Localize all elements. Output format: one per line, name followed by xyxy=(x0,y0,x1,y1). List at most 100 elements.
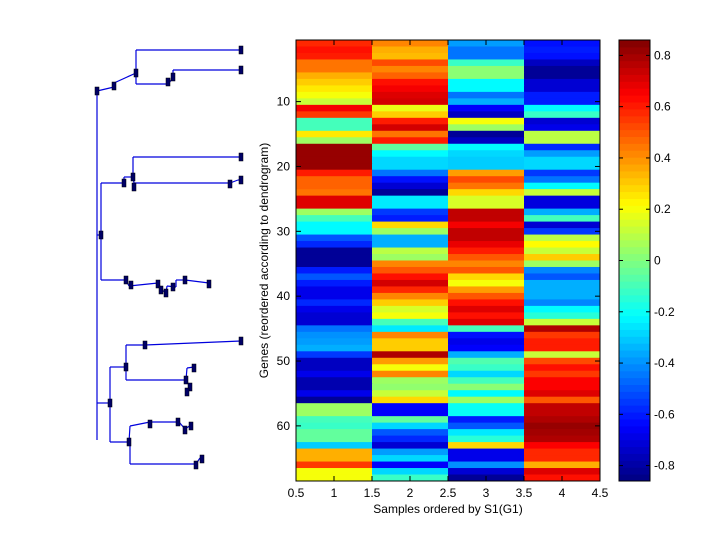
heatmap-cell xyxy=(372,461,449,469)
heatmap-cell xyxy=(448,279,525,287)
dendrogram-node xyxy=(123,362,129,372)
heatmap-cell xyxy=(524,396,601,404)
heatmap-cell xyxy=(524,279,601,287)
heatmap-cell xyxy=(296,65,373,73)
colorbar-swatch xyxy=(619,177,650,186)
heatmap-cell xyxy=(372,357,449,365)
heatmap-cell xyxy=(524,221,601,229)
colorbar-swatch xyxy=(619,205,650,213)
heatmap-cell xyxy=(372,299,449,307)
heatmap-cell xyxy=(524,273,601,281)
heatmap-cell xyxy=(372,241,449,249)
colorbar-swatch xyxy=(619,212,650,220)
colorbar-tick-label: 0.4 xyxy=(654,151,671,165)
heatmap-cell xyxy=(448,150,525,158)
heatmap-cell xyxy=(372,292,449,300)
heatmap-cell xyxy=(372,422,449,430)
x-tick-label: 4 xyxy=(559,486,566,500)
heatmap-cell xyxy=(296,163,373,171)
heatmap-cell xyxy=(372,273,449,281)
heatmap-cell xyxy=(524,338,601,346)
heatmap-cell xyxy=(372,52,449,60)
heatmap-cell xyxy=(296,305,373,313)
heatmap-cell xyxy=(448,273,525,281)
heatmap-cell xyxy=(296,156,373,164)
dendrogram-node xyxy=(170,282,176,292)
heatmap-cell xyxy=(372,195,449,203)
heatmap-cell xyxy=(296,117,373,125)
heatmap-cell xyxy=(372,163,449,171)
heatmap-cell xyxy=(524,59,601,67)
heatmap-cell xyxy=(372,260,449,268)
colorbar-swatch xyxy=(619,356,650,365)
heatmap-cell xyxy=(448,85,525,93)
heatmap-cell xyxy=(372,143,449,151)
heatmap-cell xyxy=(524,422,601,430)
heatmap-cell xyxy=(448,416,525,424)
heatmap-cell xyxy=(448,292,525,300)
dendrogram-node xyxy=(121,178,127,188)
x-tick-label: 2.5 xyxy=(440,486,457,500)
colorbar-swatch xyxy=(619,329,650,337)
colorbar-swatch xyxy=(619,115,650,124)
colorbar-swatch xyxy=(619,198,650,206)
heatmap-cell xyxy=(448,202,525,210)
heatmap-cell xyxy=(524,202,601,210)
dendrogram-node xyxy=(165,77,171,87)
heatmap-cell xyxy=(448,435,525,443)
heatmap-cell xyxy=(296,331,373,339)
heatmap-cell xyxy=(296,338,373,346)
heatmap-cell xyxy=(296,364,373,372)
heatmap-cell xyxy=(448,338,525,346)
colorbar-swatch xyxy=(619,384,650,392)
heatmap-cell xyxy=(372,377,449,385)
colorbar-swatch xyxy=(619,239,650,248)
heatmap-cell xyxy=(372,266,449,274)
heatmap-cell xyxy=(448,247,525,255)
heatmap-cell xyxy=(448,189,525,197)
heatmap-cell xyxy=(296,461,373,469)
heatmap-cell xyxy=(524,442,601,450)
colorbar-swatch xyxy=(619,226,650,234)
heatmap-cell xyxy=(448,357,525,365)
heatmap-cell xyxy=(524,390,601,398)
heatmap-cell xyxy=(296,312,373,320)
y-axis-label: Genes (reordered according to dendrogram… xyxy=(257,143,271,378)
colorbar-swatch xyxy=(619,322,650,330)
dendrogram-node xyxy=(183,375,189,385)
heatmap-cell xyxy=(372,78,449,86)
heatmap-cell xyxy=(448,370,525,378)
heatmap-cell xyxy=(448,266,525,274)
colorbar-swatch xyxy=(619,253,650,261)
heatmap-cell xyxy=(296,286,373,294)
colorbar-tick-label: -0.6 xyxy=(654,407,675,421)
heatmap-cell xyxy=(296,344,373,352)
dendrogram-node xyxy=(238,336,244,346)
heatmap-cell xyxy=(372,403,449,411)
colorbar-swatch xyxy=(619,136,650,144)
heatmap-cell xyxy=(524,299,601,307)
heatmap-cell xyxy=(296,215,373,223)
heatmap-cell xyxy=(372,383,449,391)
heatmap-cell xyxy=(372,130,449,138)
colorbar-swatch xyxy=(619,81,650,89)
heatmap-cell xyxy=(372,91,449,99)
heatmap-cell xyxy=(448,390,525,398)
heatmap-cell xyxy=(448,208,525,216)
colorbar-swatch xyxy=(619,370,650,379)
y-axis: 10 20 30 40 50 60 xyxy=(277,95,600,433)
heatmap-cell xyxy=(448,305,525,313)
x-tick-label: 2 xyxy=(407,486,414,500)
heatmap-cell xyxy=(448,468,525,476)
heatmap-cell xyxy=(296,254,373,261)
heatmap-cell xyxy=(372,228,449,236)
heatmap-cell xyxy=(372,396,449,404)
heatmap-cell xyxy=(448,98,525,106)
heatmap-cell xyxy=(448,455,525,463)
colorbar-swatch xyxy=(619,474,650,482)
heatmap-cell xyxy=(524,260,601,268)
heatmap-cell xyxy=(524,189,601,197)
heatmap-cell xyxy=(448,286,525,294)
dendrogram-branch xyxy=(129,421,151,427)
dendrogram-node xyxy=(188,421,194,431)
